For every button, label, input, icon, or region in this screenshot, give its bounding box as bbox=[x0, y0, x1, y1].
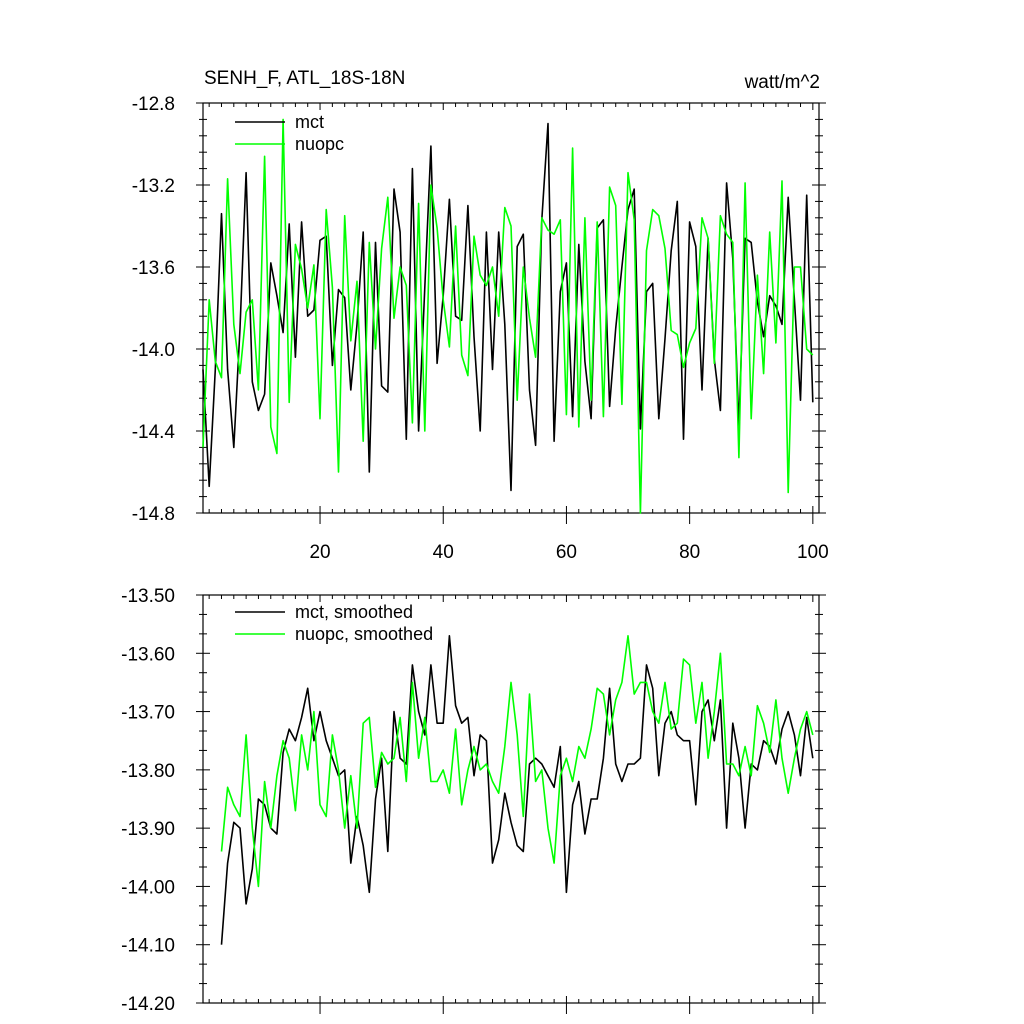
y-tick-label: -13.90 bbox=[121, 819, 175, 840]
legend-label-nuopc: nuopc bbox=[295, 134, 344, 154]
y-tick-label: -12.8 bbox=[132, 94, 175, 115]
x-tick-label: 60 bbox=[556, 542, 577, 563]
y-tick-label: -13.2 bbox=[132, 176, 175, 197]
y-tick-label: -13.80 bbox=[121, 761, 175, 782]
bottom-panel-series-lines bbox=[220, 634, 814, 945]
y-tick-label: -14.0 bbox=[132, 340, 175, 361]
top-panel-plot-frame bbox=[202, 102, 820, 514]
x-tick-label: 20 bbox=[309, 542, 330, 563]
bottom-panel-plot-frame bbox=[202, 594, 820, 1004]
top-panel-series-nuopc bbox=[202, 118, 814, 514]
y-tick-label: -13.50 bbox=[121, 586, 175, 607]
top-panel-units: watt/m^2 bbox=[744, 72, 820, 93]
y-tick-label: -13.70 bbox=[121, 703, 175, 724]
x-tick-label: 80 bbox=[679, 542, 700, 563]
x-tick-label: 100 bbox=[797, 542, 829, 563]
bottom-panel: -14.20 -14.10 -14.00 -13.90 -13.80 -13.70 -13.… bbox=[121, 586, 826, 1015]
y-tick-label: -14.4 bbox=[132, 422, 176, 443]
y-tick-label: -14.00 bbox=[121, 877, 175, 898]
top-panel-title: SENH_F, ATL_18S-18N bbox=[204, 68, 405, 89]
bottom-panel-series-nuopc-smoothed bbox=[220, 634, 814, 888]
bottom-panel-axis-ticks: -14.20 -14.10 -14.00 -13.90 -13.80 -13.70 -13.… bbox=[121, 586, 826, 1015]
legend-label-mct-smoothed: mct, smoothed bbox=[295, 602, 413, 622]
y-tick-label: -13.6 bbox=[132, 258, 175, 279]
y-tick-label: -14.8 bbox=[132, 504, 175, 525]
y-tick-label: -13.60 bbox=[121, 644, 175, 665]
y-tick-label: -14.20 bbox=[121, 994, 175, 1015]
legend-label-nuopc-smoothed: nuopc, smoothed bbox=[295, 624, 433, 644]
top-panel-axis-ticks: 20 40 60 80 100 -14.8 -14.4 -14.0 -13.6 -13.2 -12.… bbox=[132, 94, 829, 563]
bottom-panel-series-mct-smoothed bbox=[220, 634, 814, 945]
top-panel: SENH_F, ATL_18S-18N watt/m^2 20 40 60 80 100… bbox=[132, 68, 829, 563]
top-panel-series-lines bbox=[202, 118, 814, 514]
legend-label-mct: mct bbox=[295, 112, 324, 132]
y-tick-label: -14.10 bbox=[121, 936, 175, 957]
x-tick-label: 40 bbox=[433, 542, 454, 563]
